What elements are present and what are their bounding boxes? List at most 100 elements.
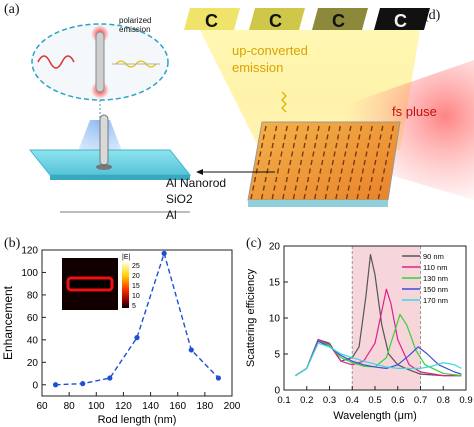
array-rod [336, 185, 340, 191]
array-rod [352, 159, 356, 166]
array-rod [349, 176, 352, 183]
array-rod [250, 193, 253, 200]
array-rod [269, 151, 273, 157]
array-rod [370, 176, 373, 183]
array-rod [359, 125, 363, 132]
array-rod [358, 185, 361, 191]
array-rod [310, 159, 313, 166]
array-rod [260, 142, 264, 149]
emission-caption-line1: up-converted [232, 43, 308, 58]
array-rods [250, 125, 395, 200]
array-rod [276, 168, 280, 174]
array-rod [368, 185, 372, 191]
inset-caption: polarized emission [119, 16, 151, 34]
array-rod [262, 134, 265, 140]
panel-label-c: (c) [246, 236, 262, 251]
chart-b-point [134, 335, 140, 341]
chart-b-xtick-label: 200 [224, 401, 240, 412]
chart-b-ytick-label: 40 [27, 335, 39, 346]
array-rod [289, 159, 292, 166]
array-rod [381, 125, 384, 132]
array-rod [271, 142, 274, 149]
array-rod [294, 185, 297, 191]
chart-b-xtick-label: 120 [115, 401, 132, 412]
array-rod [303, 193, 306, 200]
chart-c-xtick-label: 0.7 [414, 395, 427, 406]
array-rod [315, 134, 319, 140]
chart-c-xtick-label: 0.2 [300, 395, 313, 406]
array-rod [253, 176, 257, 183]
chart-c-series-line [295, 342, 462, 377]
tile-glyph-4: C [394, 11, 407, 31]
chart-b-point [215, 375, 222, 381]
inset-caption-line2: emission [119, 25, 151, 34]
array-rod [313, 142, 317, 149]
chart-c-xlabel: Wavelength (μm) [333, 410, 417, 422]
array-rod [292, 193, 296, 200]
array-rod [377, 142, 380, 149]
chart-c-series-line [295, 313, 462, 377]
array-rod [370, 125, 373, 132]
array-rod [328, 176, 331, 183]
chart-b-point [52, 382, 59, 388]
array-rod [358, 134, 361, 140]
colorbar [122, 262, 129, 308]
legend-label: 110 nm [423, 263, 447, 272]
nanorod-array [247, 121, 401, 201]
array-rod [285, 125, 288, 132]
array-rod [317, 125, 320, 132]
panel-label-a: (a) [4, 2, 20, 17]
array-rod [259, 151, 262, 157]
inset-nanorod [95, 31, 105, 93]
chart-b-ytick-label: 100 [21, 268, 38, 279]
array-rod [274, 125, 278, 132]
tile-glyph-2: C [269, 11, 282, 31]
array-rod [292, 142, 296, 149]
chart-c-xtick-label: 0.5 [368, 395, 381, 406]
array-rod [305, 185, 308, 191]
array-rod [356, 193, 359, 200]
chart-b-ytick-label: 20 [27, 358, 39, 369]
array-rod [366, 142, 370, 149]
array-rod [338, 125, 341, 132]
array-rod [312, 151, 315, 157]
chart-c-ylabel: Scattering efficiency [245, 268, 257, 367]
chart-b-xtick-label: 80 [64, 401, 76, 412]
chart-b-point [188, 347, 194, 353]
array-rod [354, 151, 357, 157]
array-rod [319, 168, 322, 174]
array-rod [273, 134, 276, 140]
array-rod [328, 125, 331, 132]
array-rod [287, 168, 290, 174]
chart-c-ytick-label: 20 [269, 242, 281, 253]
array-rod [266, 168, 269, 174]
emission-caption: up-converted emission [232, 42, 308, 76]
array-rod [375, 151, 379, 157]
sio2-edge [50, 175, 190, 180]
legend-label: 150 nm [423, 285, 448, 294]
array-rod [282, 142, 285, 149]
sio2-layer [28, 149, 192, 176]
legend-label: 130 nm [423, 274, 448, 283]
array-rod [317, 176, 320, 183]
chart-b-xlabel: Rod length (nm) [98, 414, 177, 426]
chart-c-ytick-label: 0 [274, 386, 280, 397]
array-rod [255, 168, 258, 174]
chart-b-xtick-label: 60 [36, 401, 48, 412]
array-rod [374, 159, 377, 166]
array-rod [290, 151, 294, 157]
array-rod [381, 176, 384, 183]
colorbar-tick: 5 [132, 303, 136, 310]
colorbar-tick: 15 [132, 283, 140, 290]
tile-glyph-1: C [205, 11, 218, 31]
array-rod [264, 176, 267, 183]
array-rod [280, 151, 283, 157]
chart-b-ylabel: Enhancement [1, 285, 15, 360]
nanorod-shadow [96, 164, 112, 170]
chart-b-xtick-label: 140 [142, 401, 159, 412]
array-rod [303, 142, 306, 149]
array-rod [333, 151, 336, 157]
pointer-arrowhead [196, 169, 203, 175]
legend-label: 90 nm [423, 252, 444, 261]
array-rod [343, 151, 347, 157]
